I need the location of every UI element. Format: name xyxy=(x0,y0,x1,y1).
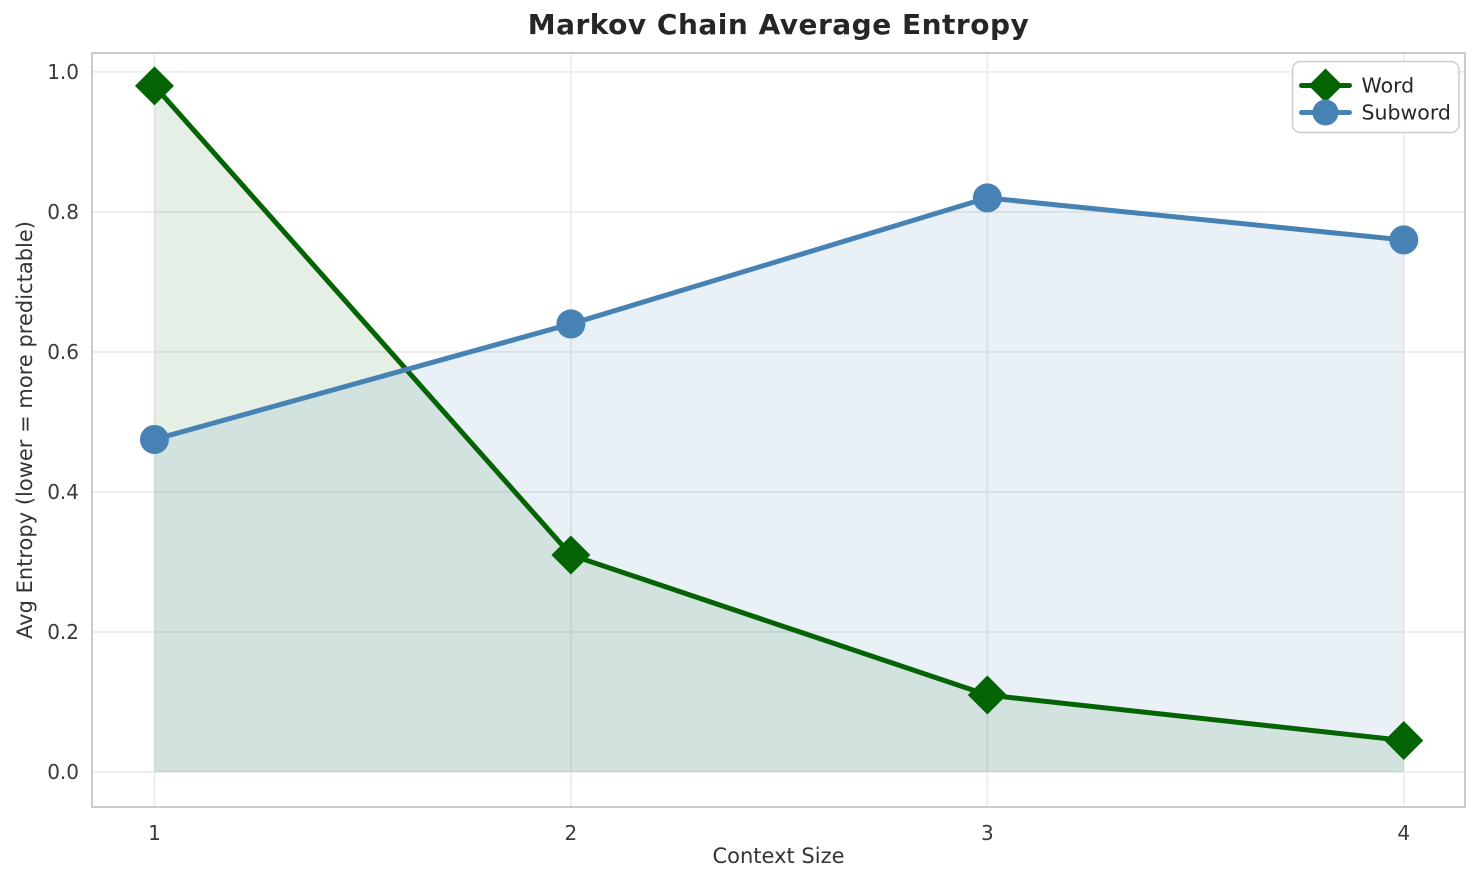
x-axis-label: Context Size xyxy=(712,844,845,868)
x-tick-label-4: 4 xyxy=(1397,821,1410,845)
y-tick-label-1: 0.0 xyxy=(47,760,79,784)
subword-marker-3 xyxy=(972,183,1002,213)
plot-border xyxy=(91,52,1466,808)
x-tick-label-2: 2 xyxy=(565,821,578,845)
grid xyxy=(92,53,1465,807)
word-marker-1 xyxy=(134,66,174,106)
chart-title: Markov Chain Average Entropy xyxy=(527,8,1030,41)
tick-labels: 1 2 3 4 0.0 0.2 0.4 0.6 0.8 1.0 xyxy=(47,60,1410,845)
plot-area xyxy=(92,53,1465,807)
y-tick-label-5: 0.8 xyxy=(47,200,79,224)
legend-item-word: Word xyxy=(1299,68,1415,103)
legend-word-marker xyxy=(1308,68,1343,103)
legend-label-word: Word xyxy=(1362,74,1415,98)
word-marker-4 xyxy=(1384,720,1424,760)
y-tick-label-6: 1.0 xyxy=(47,60,79,84)
x-tick-label-3: 3 xyxy=(981,821,994,845)
word-marker-3 xyxy=(967,675,1007,715)
legend-item-subword: Subword xyxy=(1299,99,1451,126)
word-area-fill xyxy=(154,85,1404,772)
y-tick-label-3: 0.4 xyxy=(47,480,79,504)
legend-label-subword: Subword xyxy=(1362,101,1451,125)
word-marker-2 xyxy=(551,535,591,575)
y-tick-label-4: 0.6 xyxy=(47,340,79,364)
word-line xyxy=(151,83,1407,743)
subword-marker-2 xyxy=(556,309,586,339)
legend: Word Subword xyxy=(1291,60,1460,134)
y-tick-label-2: 0.2 xyxy=(47,620,79,644)
y-axis-label: Avg Entropy (lower = more predictable) xyxy=(13,221,37,639)
x-tick-label-1: 1 xyxy=(148,821,161,845)
subword-line xyxy=(151,195,1407,442)
subword-marker-1 xyxy=(139,424,169,454)
subword-area-fill xyxy=(154,197,1404,772)
legend-subword-marker xyxy=(1312,99,1339,126)
subword-marker-4 xyxy=(1389,225,1419,255)
